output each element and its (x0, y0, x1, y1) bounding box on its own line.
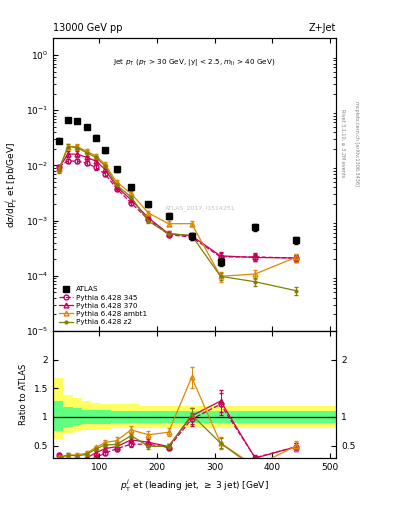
X-axis label: $p_{\rm T}^{j}$ et (leading jet, $\geq$ 3 jet) [GeV]: $p_{\rm T}^{j}$ et (leading jet, $\geq$ … (120, 478, 269, 494)
Legend: ATLAS, Pythia 6.428 345, Pythia 6.428 370, Pythia 6.428 ambt1, Pythia 6.428 z2: ATLAS, Pythia 6.428 345, Pythia 6.428 37… (57, 284, 149, 327)
Text: mcplots.cern.ch [arXiv:1306.3436]: mcplots.cern.ch [arXiv:1306.3436] (354, 101, 359, 186)
Text: Rivet 3.1.10, ≥ 3.2M events: Rivet 3.1.10, ≥ 3.2M events (340, 109, 345, 178)
Y-axis label: d$\sigma$/dp$_{\rm T}^{j}$ et [pb/GeV]: d$\sigma$/dp$_{\rm T}^{j}$ et [pb/GeV] (4, 142, 20, 228)
Text: 13000 GeV pp: 13000 GeV pp (53, 23, 123, 33)
Text: Z+Jet: Z+Jet (309, 23, 336, 33)
Text: ATLAS_2017_I1514251: ATLAS_2017_I1514251 (165, 205, 235, 211)
Text: Jet $p_{\rm T}$ ($p_{\rm T}$ > 30 GeV, |y| < 2.5, $m_{\rm ll}$ > 40 GeV): Jet $p_{\rm T}$ ($p_{\rm T}$ > 30 GeV, |… (113, 57, 276, 69)
Y-axis label: Ratio to ATLAS: Ratio to ATLAS (19, 364, 28, 425)
